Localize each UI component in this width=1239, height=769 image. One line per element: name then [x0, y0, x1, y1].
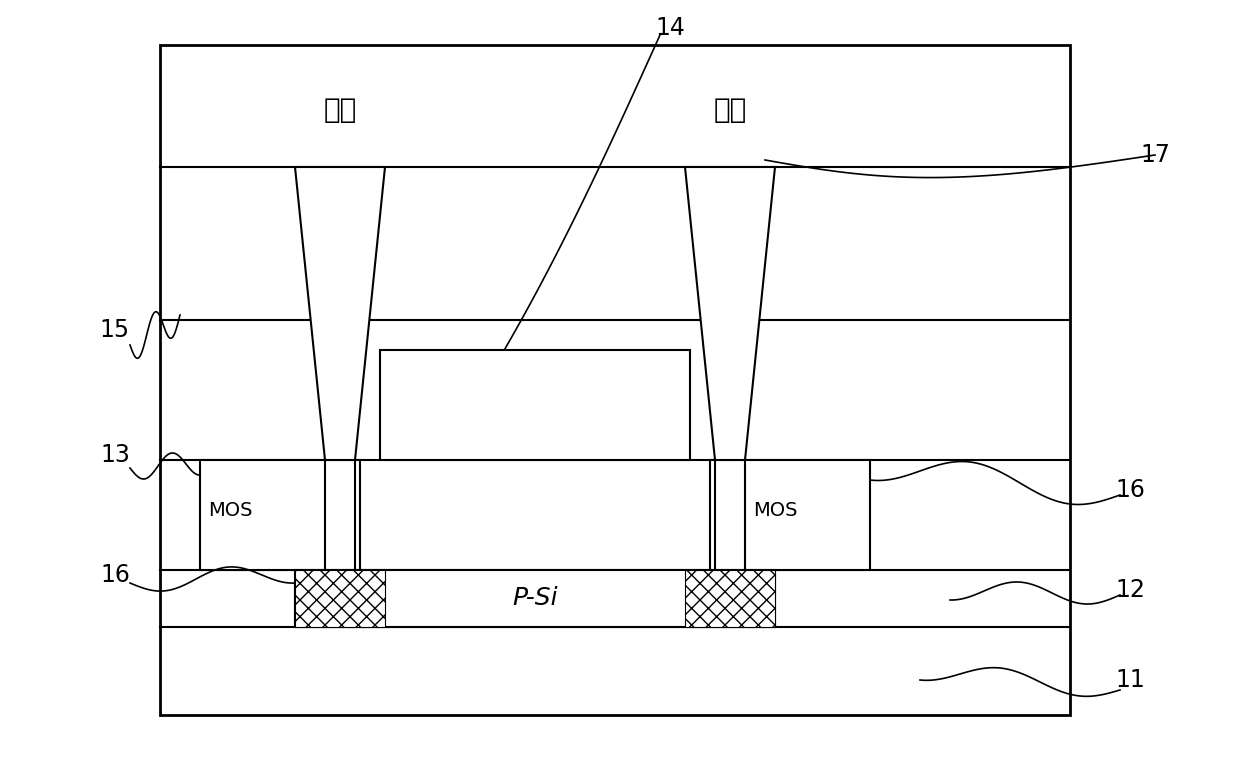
Text: MOS: MOS — [753, 501, 797, 520]
Text: P-Si: P-Si — [512, 586, 558, 610]
Bar — [295, 570, 776, 627]
Text: 漏极: 漏极 — [714, 96, 747, 124]
Text: 13: 13 — [100, 443, 130, 467]
Bar — [685, 570, 776, 627]
Text: 14: 14 — [655, 16, 685, 40]
Text: 16: 16 — [1115, 478, 1145, 502]
Bar — [199, 460, 361, 570]
Text: 15: 15 — [100, 318, 130, 342]
Bar — [710, 460, 870, 570]
Polygon shape — [295, 167, 385, 460]
Text: 源极: 源极 — [323, 96, 357, 124]
Bar — [295, 570, 385, 627]
Text: 17: 17 — [1140, 143, 1170, 167]
Bar — [380, 350, 690, 460]
Polygon shape — [685, 167, 776, 460]
Text: 11: 11 — [1115, 668, 1145, 692]
Bar — [160, 45, 1070, 715]
Text: MOS: MOS — [208, 501, 253, 520]
Text: 12: 12 — [1115, 578, 1145, 602]
Text: 16: 16 — [100, 563, 130, 587]
